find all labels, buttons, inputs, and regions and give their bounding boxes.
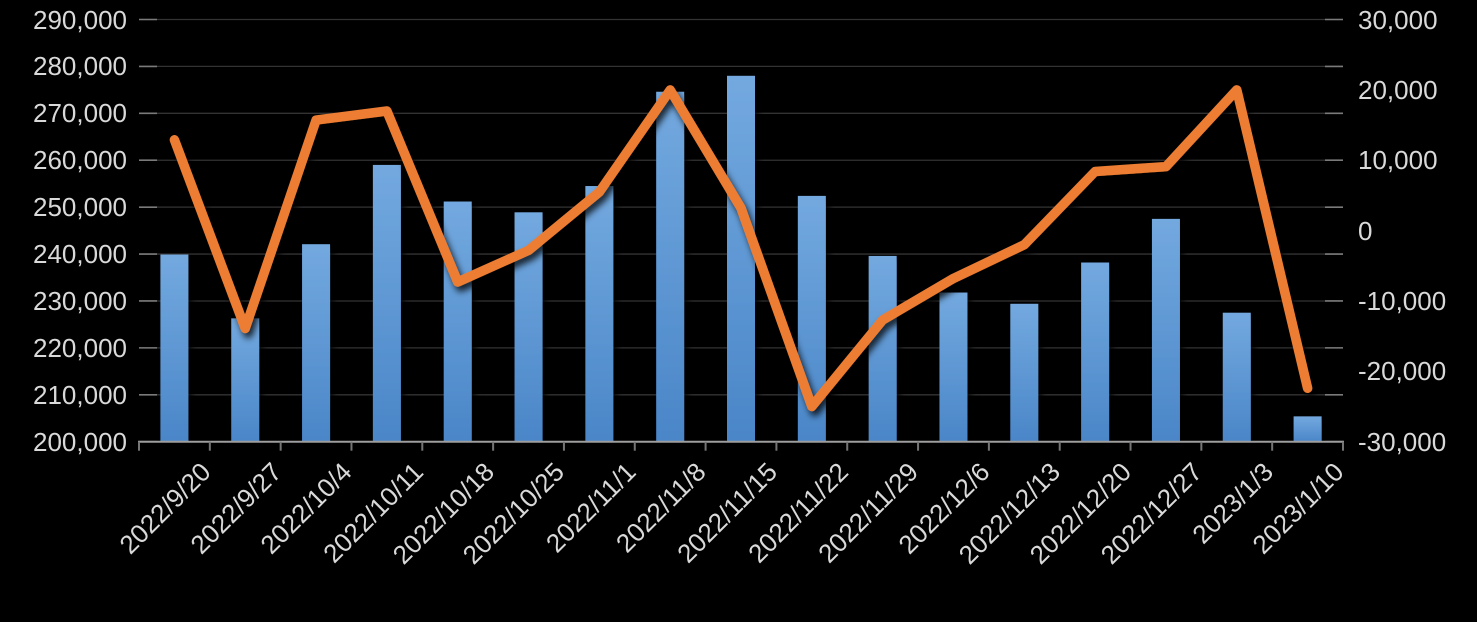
bar: [939, 292, 968, 442]
bar: [727, 75, 755, 442]
left-axis-label: 200,000: [33, 426, 127, 457]
x-axis: [138, 440, 1344, 451]
bar-series: [160, 75, 1322, 442]
bar: [302, 244, 331, 442]
right-axis-label: 30,000: [1358, 4, 1438, 35]
bar: [231, 318, 260, 442]
right-axis-label: -20,000: [1358, 356, 1447, 387]
bar: [160, 254, 189, 442]
line-series: [169, 85, 1313, 412]
right-axis-label: 0: [1358, 215, 1373, 246]
bar: [1081, 262, 1110, 442]
bar: [372, 164, 401, 442]
bar: [1222, 312, 1251, 442]
bar: [656, 91, 685, 442]
right-axis-label: 10,000: [1358, 145, 1438, 176]
bar: [868, 255, 897, 442]
left-axis-label: 220,000: [33, 332, 127, 363]
bar: [585, 186, 614, 442]
bar: [1010, 303, 1039, 442]
left-axis-label: 290,000: [33, 4, 127, 35]
left-axis-label: 260,000: [33, 145, 127, 176]
right-axis-label: -30,000: [1358, 426, 1447, 457]
left-axis-label: 250,000: [33, 192, 127, 223]
bar: [1151, 218, 1180, 442]
bar: [1293, 416, 1322, 442]
right-axis-label: 20,000: [1358, 74, 1438, 105]
left-axis-label: 210,000: [33, 379, 127, 410]
bar: [443, 201, 472, 442]
left-axis-label: 280,000: [33, 51, 127, 82]
left-axis-label: 240,000: [33, 239, 127, 270]
left-axis-label: 270,000: [33, 98, 127, 129]
right-axis-label: -10,000: [1358, 285, 1447, 316]
left-axis-label: 230,000: [33, 285, 127, 316]
